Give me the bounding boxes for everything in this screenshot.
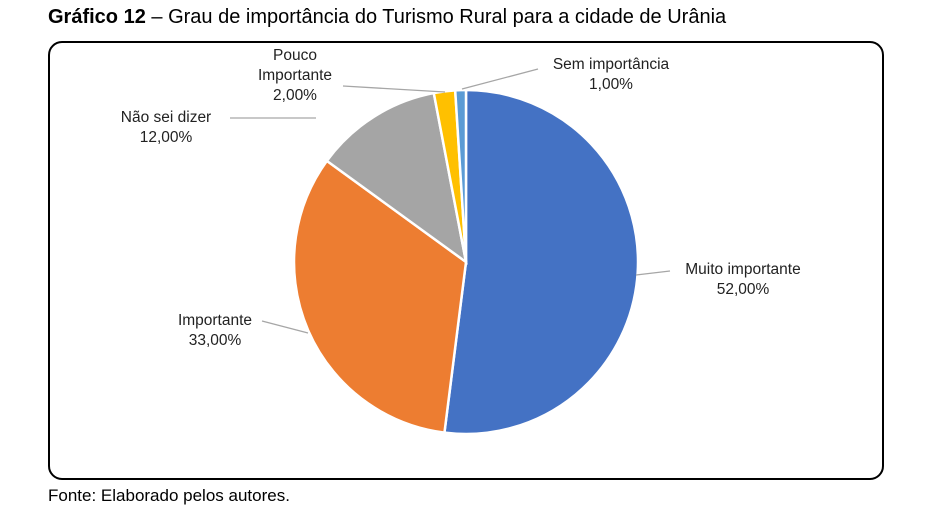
pie-slice-importante xyxy=(292,159,468,435)
chart-title: Gráfico 12 – Grau de importância do Turi… xyxy=(48,6,726,29)
data-label-category: Sem importância xyxy=(553,56,670,73)
chart-title-text: – Grau de importância do Turismo Rural p… xyxy=(145,6,727,28)
data-label-value: 1,00% xyxy=(589,76,633,93)
data-label-value: 33,00% xyxy=(189,332,242,349)
data-label-category: Pouco xyxy=(273,47,317,64)
pie-slice-sem-import-ncia xyxy=(453,88,468,263)
leader-lines xyxy=(230,68,671,334)
leader-line xyxy=(461,68,539,90)
data-label-value: 12,00% xyxy=(140,129,193,146)
chart-title-prefix: Gráfico 12 xyxy=(48,6,146,28)
data-label-category: Muito importante xyxy=(685,261,800,278)
leader-line xyxy=(261,320,309,334)
pie-slice-n-o-sei-dizer xyxy=(325,91,468,265)
data-label-category: Importante xyxy=(258,67,332,84)
data-label-category: Importante xyxy=(178,312,252,329)
leader-line xyxy=(635,270,671,276)
data-label-value: 2,00% xyxy=(273,87,317,104)
source-note: Fonte: Elaborado pelos autores. xyxy=(48,486,290,505)
leader-line xyxy=(342,85,446,93)
data-label-category: Não sei dizer xyxy=(121,109,211,126)
chart-frame xyxy=(48,41,884,480)
data-label-value: 52,00% xyxy=(717,281,770,298)
pie-slices xyxy=(292,88,640,436)
pie-slice-muito-importante xyxy=(443,88,640,436)
data-labels: Muito importante 52,00% Importante 33,00% Nã… xyxy=(121,47,801,349)
